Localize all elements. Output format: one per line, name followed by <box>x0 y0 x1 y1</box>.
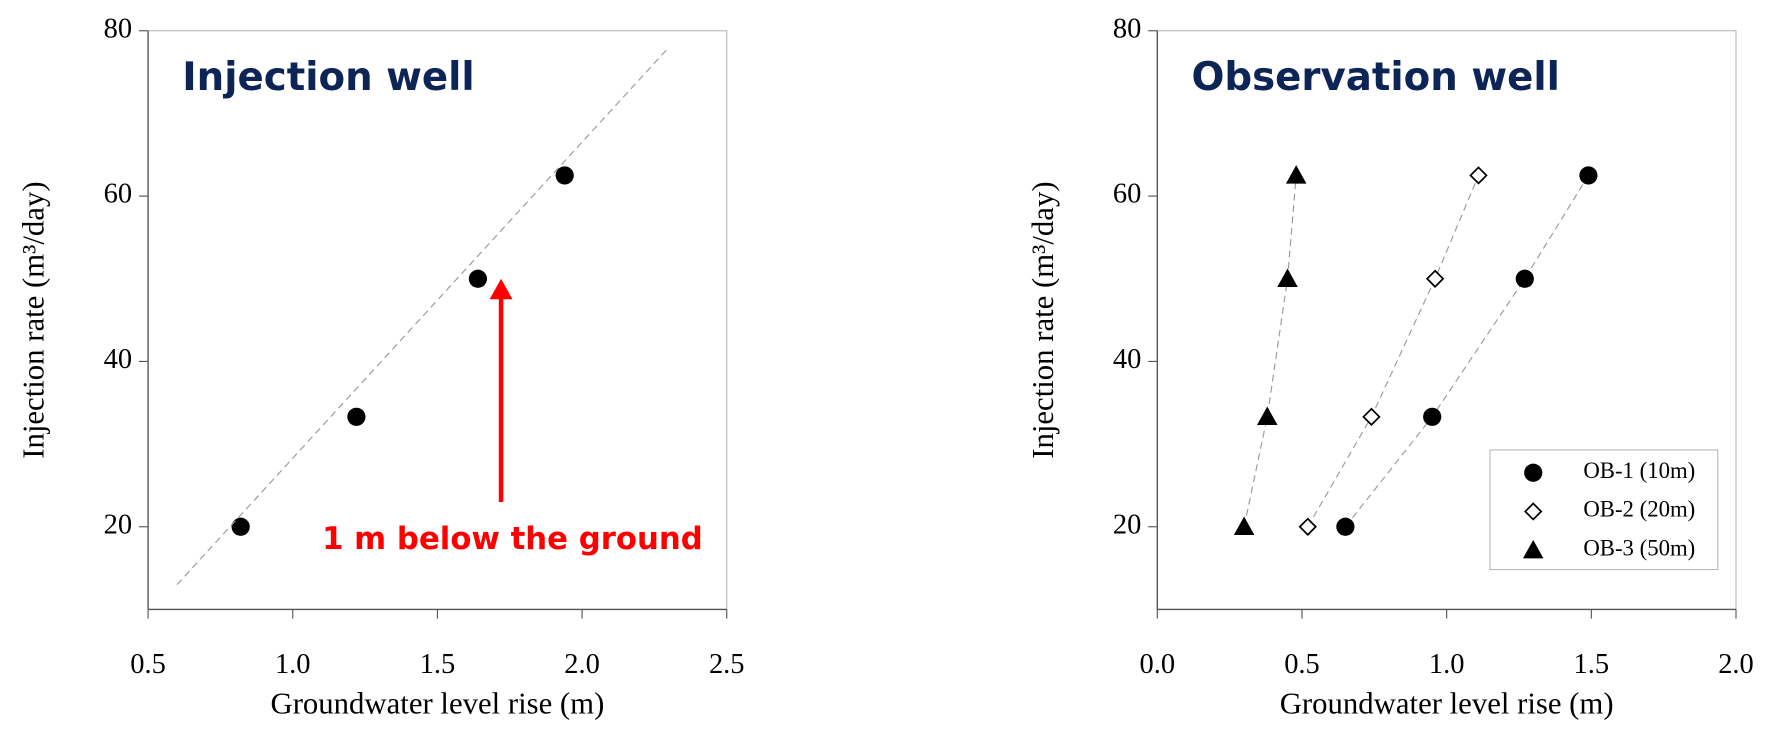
annotation-arrow-head <box>489 278 513 300</box>
chart-title: Observation well <box>1192 55 1560 100</box>
legend-label: OB-3 (50m) <box>1583 535 1695 560</box>
data-point <box>1298 517 1317 536</box>
y-axis-label: Injection rate (m³/day) <box>17 181 51 458</box>
y-tick-label: 60 <box>104 179 132 210</box>
x-tick-label: 1.5 <box>420 649 456 680</box>
data-point <box>1579 166 1598 185</box>
x-axis-label: Groundwater level rise (m) <box>270 686 604 720</box>
data-point <box>1285 165 1307 184</box>
y-tick-label: 40 <box>104 344 132 375</box>
x-tick-label: 0.5 <box>130 649 166 680</box>
legend-label: OB-2 (20m) <box>1583 497 1695 522</box>
y-tick-label: 80 <box>1113 13 1141 44</box>
chart-title: Injection well <box>182 55 474 100</box>
trend-line <box>1307 175 1480 528</box>
legend-marker <box>1524 502 1543 521</box>
trend-line <box>176 46 670 586</box>
legend-marker <box>1522 539 1544 559</box>
data-point <box>231 517 250 536</box>
data-point <box>1423 407 1442 426</box>
y-tick-label: 60 <box>1113 179 1141 210</box>
x-tick-label: 1.5 <box>1574 649 1610 680</box>
data-point <box>1257 406 1278 426</box>
y-tick-label: 20 <box>104 509 132 540</box>
data-point <box>1469 166 1488 185</box>
x-tick-label: 1.0 <box>275 649 311 680</box>
x-tick-label: 0.5 <box>1284 649 1320 680</box>
data-point <box>468 269 488 288</box>
data-point <box>1336 517 1355 536</box>
x-tick-label: 2.5 <box>709 649 745 680</box>
y-axis-label: Injection rate (m³/day) <box>1026 181 1060 458</box>
data-point <box>1362 407 1381 426</box>
data-point <box>1515 269 1534 288</box>
data-point <box>555 166 574 185</box>
trend-line <box>1243 175 1297 527</box>
y-tick-label: 20 <box>1113 509 1141 540</box>
annotation: 1 m below the ground <box>322 521 703 557</box>
legend-label: OB-1 (10m) <box>1583 458 1695 483</box>
trend-line <box>1344 175 1589 528</box>
x-tick-label: 2.0 <box>564 649 600 680</box>
data-point <box>1233 516 1255 535</box>
x-tick-label: 2.0 <box>1718 649 1754 680</box>
data-point <box>347 407 366 426</box>
x-tick-label: 0.0 <box>1140 649 1176 680</box>
data-point <box>1425 269 1445 288</box>
x-tick-label: 1.0 <box>1429 649 1465 680</box>
legend-marker <box>1524 463 1543 482</box>
data-point <box>1277 268 1298 287</box>
x-axis-label: Groundwater level rise (m) <box>1280 686 1614 720</box>
y-tick-label: 40 <box>1113 344 1141 375</box>
y-tick-label: 80 <box>104 13 132 44</box>
